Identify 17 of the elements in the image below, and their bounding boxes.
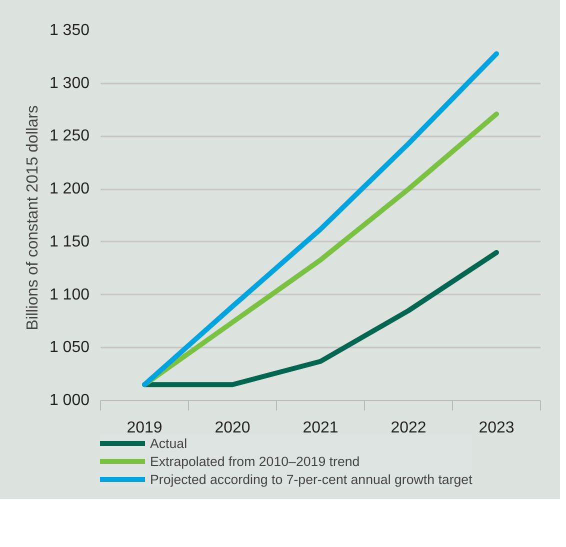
y-tick-label: 1 300 <box>49 74 90 92</box>
x-tick-label: 2020 <box>214 420 250 436</box>
x-tick-label: 2023 <box>478 420 514 436</box>
legend-label: Extrapolated from 2010–2019 trend <box>150 453 360 469</box>
x-tick-label: 2019 <box>126 420 162 436</box>
y-tick-label: 1 350 <box>49 22 90 39</box>
y-tick-label: 1 150 <box>49 233 90 250</box>
legend-label: Actual <box>150 435 188 451</box>
y-tick-label: 1 050 <box>49 339 90 356</box>
legend-label: Projected according to 7-per-cent annual growth target <box>150 471 472 487</box>
x-tick-label: 2022 <box>390 420 426 436</box>
y-tick-label: 1 250 <box>49 128 90 145</box>
y-axis-title: Billions of constant 2015 dollars <box>24 105 42 330</box>
y-tick-label: 1 200 <box>49 180 90 198</box>
y-tick-label: 1 100 <box>49 286 90 304</box>
x-tick-label: 2021 <box>302 420 338 436</box>
y-tick-label: 1 000 <box>49 392 90 409</box>
